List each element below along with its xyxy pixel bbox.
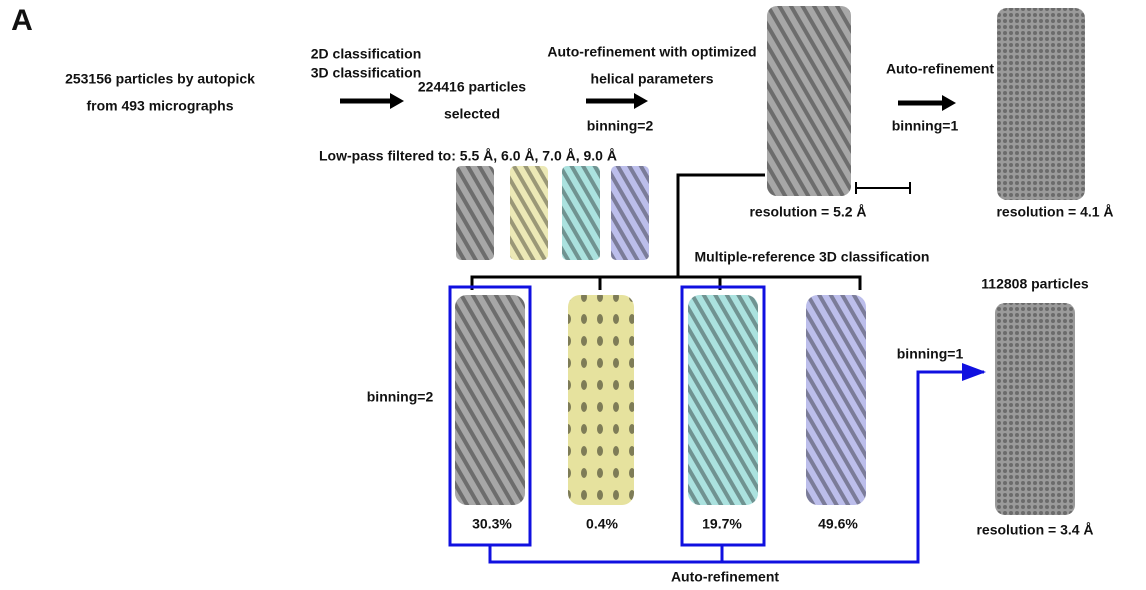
class-maps — [455, 295, 866, 505]
step-text: Auto-refinement with optimized — [547, 44, 756, 60]
density-map — [767, 6, 851, 196]
step-text: selected — [444, 106, 500, 122]
class-percent: 0.4% — [586, 516, 618, 532]
binning-text: binning=1 — [892, 118, 959, 134]
density-map — [997, 8, 1085, 200]
arrow-head — [942, 95, 956, 111]
step-text: 3D classification — [311, 65, 422, 81]
step-text: 224416 particles — [418, 79, 526, 95]
step-text: 2D classification — [311, 46, 422, 62]
arrow-head — [390, 93, 404, 109]
resolution-text: resolution = 4.1 Å — [996, 204, 1113, 220]
class-percent: 49.6% — [818, 516, 858, 532]
binning-text: binning=2 — [367, 389, 434, 405]
reference-maps — [456, 166, 649, 260]
binning-text: binning=1 — [897, 346, 964, 362]
class-percent: 19.7% — [702, 516, 742, 532]
arrow-head — [634, 93, 648, 109]
step-text: Auto-refinement — [671, 569, 779, 585]
density-map — [995, 303, 1075, 515]
particles-text: 112808 particles — [981, 276, 1089, 292]
figure: A 253156 particles by autopick from 493 … — [0, 0, 1146, 590]
class-percent: 30.3% — [472, 516, 512, 532]
step-text: helical parameters — [591, 71, 714, 87]
start-text: 253156 particles by autopick — [65, 71, 255, 87]
panel-label: A — [11, 4, 33, 37]
low-pass-text: Low-pass filtered to: 5.5 Å, 6.0 Å, 7.0 … — [319, 148, 617, 164]
step-text: Multiple-reference 3D classification — [695, 249, 930, 265]
step-text: Auto-refinement — [886, 61, 994, 77]
binning-text: binning=2 — [587, 118, 654, 134]
resolution-text: resolution = 3.4 Å — [976, 522, 1093, 538]
resolution-text: resolution = 5.2 Å — [749, 204, 866, 220]
start-text: from 493 micrographs — [86, 98, 233, 114]
